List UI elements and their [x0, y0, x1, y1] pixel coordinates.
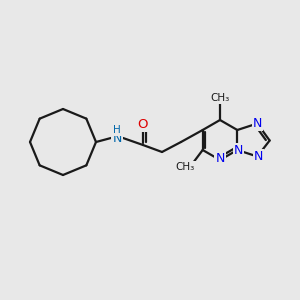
Text: CH₃: CH₃ [176, 162, 195, 172]
Text: N: N [215, 152, 225, 166]
Text: H: H [113, 125, 121, 135]
Text: N: N [253, 117, 262, 130]
Text: N: N [234, 143, 243, 157]
Text: O: O [138, 118, 148, 130]
Text: N: N [112, 131, 122, 145]
Text: N: N [254, 150, 263, 163]
Text: CH₃: CH₃ [210, 93, 230, 103]
